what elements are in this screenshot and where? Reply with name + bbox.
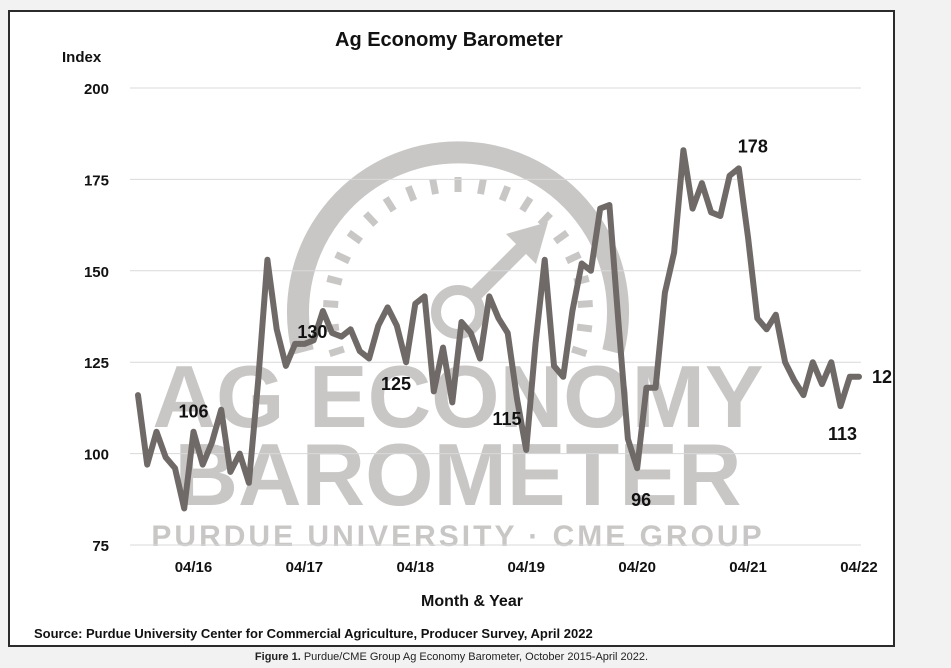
gauge-tick xyxy=(326,275,343,286)
gauge-tick xyxy=(498,185,511,202)
y-tick-label-150: 150 xyxy=(84,264,109,281)
x-tick-label-04-21: 04/21 xyxy=(729,559,767,576)
figure-caption: Figure 1. Purdue/CME Group Ag Economy Ba… xyxy=(0,651,903,663)
gauge-tick xyxy=(328,345,345,358)
gauge-arc xyxy=(287,141,629,355)
gauge-tick xyxy=(323,300,339,308)
data-label-113: 113 xyxy=(828,424,857,444)
caption-text: Purdue/CME Group Ag Economy Barometer, O… xyxy=(303,651,649,663)
gauge-needle xyxy=(467,237,533,303)
gauge-tick xyxy=(576,323,593,333)
data-label-125: 125 xyxy=(381,374,411,394)
y-axis-ticks: 75 100 125 150 175 200 xyxy=(84,81,109,555)
gauge-tick xyxy=(553,229,570,245)
series-layer xyxy=(135,147,862,512)
y-axis-label: Index xyxy=(62,49,102,66)
data-label-115: 115 xyxy=(492,409,521,429)
chart-frame: AG ECONOMY BAROMETER PURDUE UNIVERSITY · C… xyxy=(8,10,895,647)
data-label-121: 121 xyxy=(872,367,893,387)
gauge-tick xyxy=(405,185,418,202)
gauge-tick xyxy=(429,178,439,195)
data-label-106: 106 xyxy=(178,402,208,422)
data-label-178: 178 xyxy=(738,136,768,156)
x-axis-ticks: 04/16 04/17 04/18 04/19 04/20 04/21 04/22 xyxy=(175,559,878,576)
x-tick-label-04-22: 04/22 xyxy=(840,559,878,576)
source-note: Source: Purdue University Center for Com… xyxy=(34,626,593,641)
gauge-tick xyxy=(363,211,379,227)
y-tick-label-200: 200 xyxy=(84,81,109,98)
gauge-tick xyxy=(382,196,397,213)
y-tick-label-175: 175 xyxy=(84,172,109,189)
x-tick-label-04-17: 04/17 xyxy=(286,559,324,576)
caption-prefix: Figure 1. xyxy=(254,651,301,663)
data-label-96: 96 xyxy=(631,490,651,510)
gauge-tick xyxy=(537,211,553,227)
annotations: 106 130 125 115 96 178 113 121 xyxy=(178,136,893,510)
x-tick-label-04-16: 04/16 xyxy=(175,559,213,576)
x-tick-label-04-20: 04/20 xyxy=(618,559,656,576)
gauge-tick xyxy=(565,251,582,265)
watermark-line3: PURDUE UNIVERSITY · CME GROUP xyxy=(151,520,764,553)
gauge-needle-tip xyxy=(506,222,548,264)
gauge-tick xyxy=(519,196,534,213)
gauge-tick xyxy=(334,251,351,265)
watermark-line2: BAROMETER xyxy=(174,425,741,524)
y-tick-label-75: 75 xyxy=(92,538,109,555)
data-label-130: 130 xyxy=(297,322,327,342)
y-tick-label-100: 100 xyxy=(84,447,109,464)
series-line xyxy=(135,147,862,512)
gauge-tick xyxy=(477,178,487,195)
y-tick-label-125: 125 xyxy=(84,355,109,372)
gauge-tick xyxy=(571,345,588,358)
gauge-tick xyxy=(346,229,363,245)
x-tick-label-04-18: 04/18 xyxy=(397,559,435,576)
chart-title: Ag Economy Barometer xyxy=(335,29,563,51)
gauge-tick xyxy=(577,300,593,308)
x-axis-label: Month & Year xyxy=(421,593,523,610)
x-tick-label-04-19: 04/19 xyxy=(507,559,545,576)
